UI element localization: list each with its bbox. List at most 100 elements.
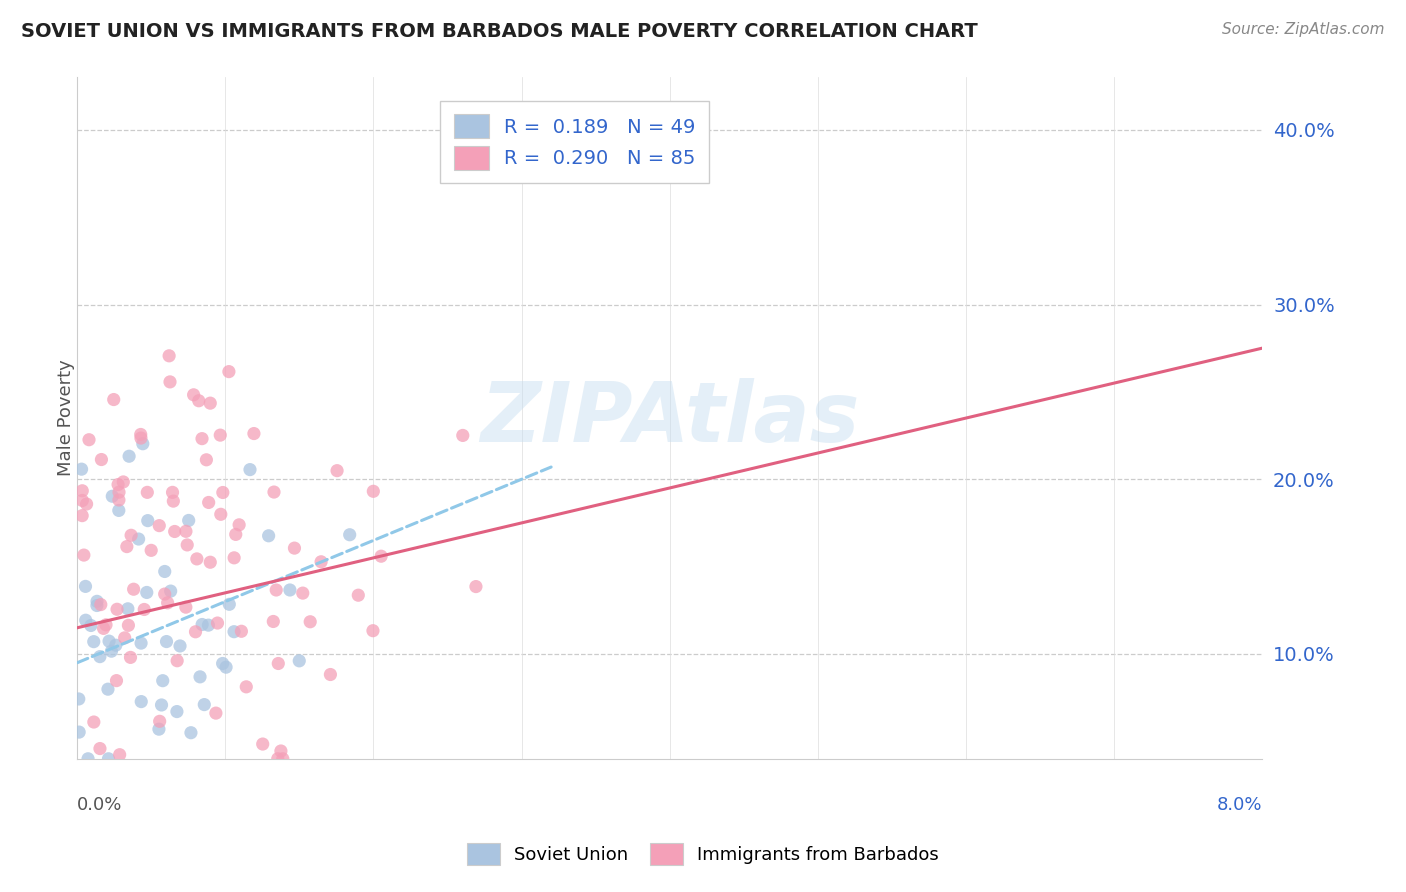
Point [263,485,285,500]
Point [90,452,112,467]
Point [94,617,117,632]
Point [122,582,145,597]
Point [211,657,233,671]
Point [115,540,138,554]
Point [129,636,152,650]
Point [128,532,150,546]
Point [141,543,163,558]
Point [231,624,253,639]
Point [108,503,131,517]
Point [152,673,174,688]
Point [451,428,474,442]
Point [67,725,90,739]
Point [67,692,90,706]
Point [267,657,290,671]
Point [86,599,108,613]
Point [108,485,131,500]
Point [218,365,240,379]
Point [197,495,219,509]
Point [200,555,222,569]
Point [155,634,177,648]
Point [80,618,103,632]
Point [159,375,181,389]
Point [134,602,156,616]
Point [228,517,250,532]
Point [89,741,111,756]
Point [98,634,121,648]
Point [72,493,94,508]
Point [195,452,218,467]
Point [157,349,180,363]
Point [262,615,284,629]
Point [162,485,184,500]
Point [159,584,181,599]
Point [93,621,115,635]
Point [120,650,142,665]
Point [101,489,124,503]
Point [136,514,159,528]
Point [370,549,392,564]
Point [105,673,128,688]
Point [97,682,120,697]
Point [70,508,93,523]
Point [218,597,240,611]
Point [347,588,370,602]
Point [129,695,152,709]
Point [207,615,229,630]
Point [156,596,179,610]
Point [117,602,139,616]
Point [90,598,112,612]
Point [103,392,125,407]
Point [252,737,274,751]
Y-axis label: Male Poverty: Male Poverty [58,359,75,476]
Point [209,508,232,522]
Text: 0.0%: 0.0% [77,797,122,814]
Point [283,541,305,555]
Point [150,698,173,712]
Point [180,725,202,739]
Point [326,464,349,478]
Point [89,649,111,664]
Point [243,426,266,441]
Text: SOVIET UNION VS IMMIGRANTS FROM BARBADOS MALE POVERTY CORRELATION CHART: SOVIET UNION VS IMMIGRANTS FROM BARBADOS… [21,22,977,41]
Text: ZIPAtlas: ZIPAtlas [479,377,859,458]
Point [235,680,257,694]
Point [184,624,207,639]
Point [100,644,122,658]
Point [299,615,322,629]
Point [209,428,232,442]
Point [288,654,311,668]
Point [174,524,197,539]
Point [149,714,172,729]
Point [104,638,127,652]
Legend: R =  0.189   N = 49, R =  0.290   N = 85: R = 0.189 N = 49, R = 0.290 N = 85 [440,101,710,183]
Point [169,639,191,653]
Legend: Soviet Union, Immigrants from Barbados: Soviet Union, Immigrants from Barbados [458,834,948,874]
Point [278,582,301,597]
Point [117,618,139,632]
Point [135,585,157,599]
Point [162,494,184,508]
Point [224,550,246,565]
Point [72,483,94,498]
Point [239,462,262,476]
Point [176,538,198,552]
Point [174,600,197,615]
Point [76,497,98,511]
Point [83,634,105,648]
Point [177,513,200,527]
Point [166,654,188,668]
Point [257,529,280,543]
Point [83,714,105,729]
Point [309,555,332,569]
Point [105,602,128,616]
Point [77,433,100,447]
Point [97,752,120,766]
Point [188,670,211,684]
Point [120,528,142,542]
Point [222,624,245,639]
Point [193,698,215,712]
Point [70,462,93,476]
Point [129,427,152,442]
Point [225,527,247,541]
